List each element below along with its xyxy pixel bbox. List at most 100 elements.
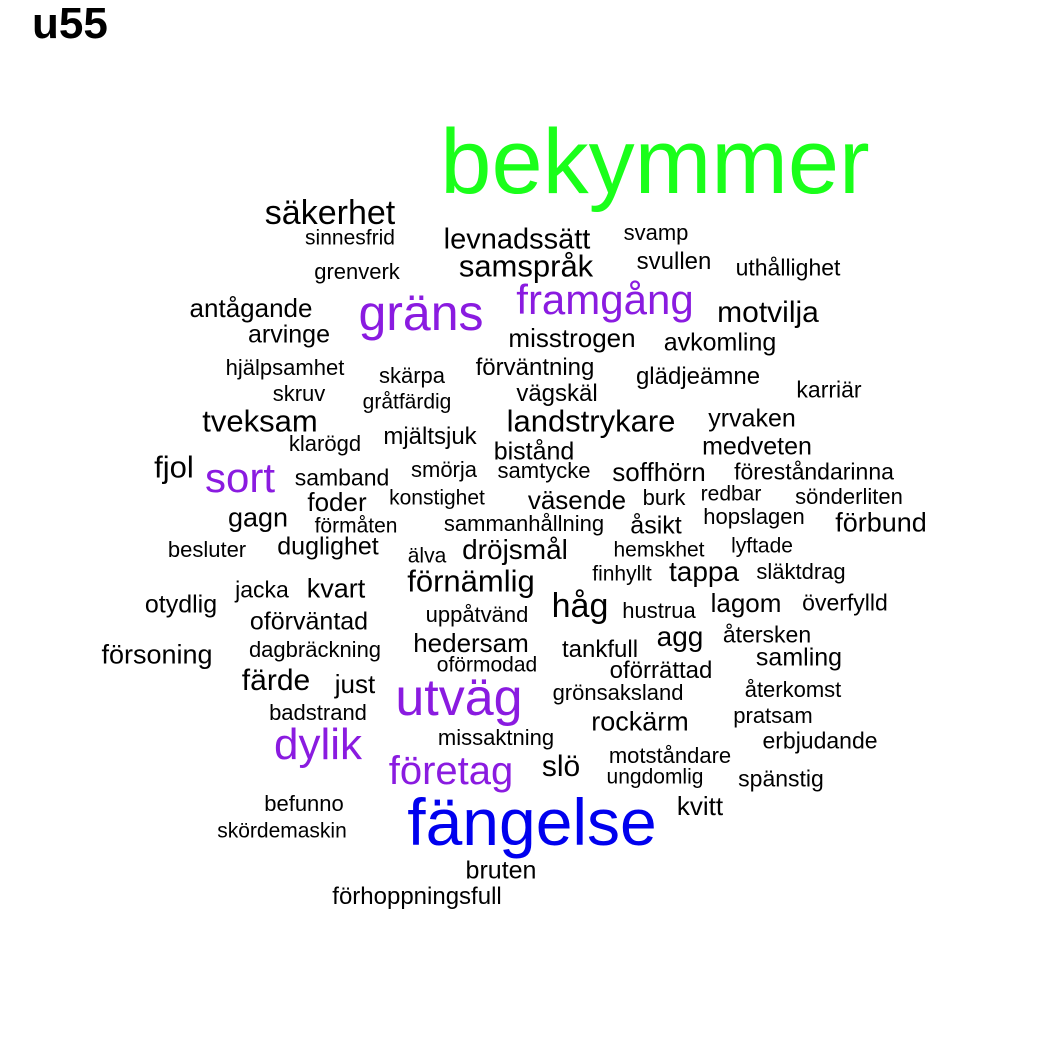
word-forbund: förbund: [835, 507, 927, 538]
word-skruv: skruv: [272, 381, 326, 406]
word-sonderliten: sönderliten: [795, 484, 903, 509]
word-tveksam: tveksam: [202, 403, 318, 439]
word-smorja: smörja: [410, 457, 478, 482]
word-svamp: svamp: [623, 220, 689, 245]
word-motstandare: motståndare: [608, 743, 732, 768]
word-konstighet: konstighet: [389, 486, 485, 510]
word-arvinge: arvinge: [248, 320, 330, 349]
word-just: just: [334, 669, 376, 699]
word-finhyllt: finhyllt: [592, 562, 652, 586]
word-vasende: väsende: [527, 485, 627, 515]
word-overfylld: överfylld: [802, 589, 888, 616]
word-badstrand: badstrand: [269, 700, 367, 725]
word-jacka: jacka: [235, 576, 289, 603]
word-klarogd: klarögd: [288, 431, 362, 456]
word-drojsmal: dröjsmål: [462, 534, 568, 565]
word-levnadssatt: levnadssätt: [443, 223, 591, 256]
word-bekymmer: bekymmer: [440, 111, 870, 213]
word-rockarm: rockärm: [591, 706, 689, 737]
word-atersken: återsken: [722, 621, 812, 648]
word-oformodad: oförmodad: [436, 653, 538, 677]
word-pratsam: pratsam: [733, 703, 813, 728]
word-hemskhet: hemskhet: [613, 538, 705, 562]
word-hag: håg: [551, 587, 609, 625]
word-sakerhet: säkerhet: [264, 194, 396, 232]
word-oforvantad: oförväntad: [249, 607, 369, 636]
word-yrvaken: yrvaken: [708, 404, 796, 433]
word-skordemaskin: skördemaskin: [217, 819, 347, 843]
word-formaten: förmåten: [314, 514, 398, 538]
word-fangelse: fängelse: [407, 785, 657, 859]
word-farde: färde: [241, 664, 311, 697]
word-grans: gräns: [358, 285, 484, 341]
word-medveten: medveten: [702, 432, 812, 461]
word-hopslagen: hopslagen: [703, 504, 805, 529]
word-bruten: bruten: [465, 856, 537, 885]
word-gladjeamne: glädjeämne: [635, 363, 761, 390]
word-hustrua: hustrua: [622, 598, 696, 623]
word-hedersam: hedersam: [413, 628, 529, 658]
word-spanstig: spänstig: [738, 765, 824, 792]
word-sammanhallning: sammanhållning: [443, 511, 605, 536]
word-karriar: karriär: [796, 376, 862, 403]
word-hjalpsamhet: hjälpsamhet: [225, 355, 345, 380]
word-framgang: framgång: [516, 276, 694, 323]
word-samsprak: samspråk: [458, 248, 594, 284]
word-uthallighet: uthållighet: [735, 254, 841, 281]
word-fjol: fjol: [154, 449, 194, 485]
word-samtycke: samtycke: [497, 458, 591, 483]
word-landstrykare: landstrykare: [506, 403, 676, 439]
word-aterkomst: återkomst: [744, 677, 842, 702]
word-utvag: utväg: [395, 669, 523, 727]
word-sinnesfrid: sinnesfrid: [305, 226, 395, 250]
word-foder: foder: [307, 487, 367, 517]
word-mjaltsjuk: mjältsjuk: [383, 423, 477, 450]
word-fornamlig: förnämlig: [407, 563, 535, 599]
word-ungdomlig: ungdomlig: [606, 765, 704, 789]
word-skarpa: skärpa: [378, 363, 446, 388]
word-motvilja: motvilja: [717, 296, 819, 329]
word-svullen: svullen: [636, 248, 712, 275]
word-duglighet: duglighet: [277, 532, 379, 561]
word-asikt: åsikt: [630, 511, 682, 540]
word-forestandarinna: föreståndarinna: [734, 458, 894, 485]
word-bistand: bistånd: [493, 437, 575, 466]
word-gagn: gagn: [227, 502, 289, 533]
word-kvart: kvart: [306, 573, 366, 604]
word-alva: älva: [407, 544, 447, 568]
word-samband: samband: [294, 464, 390, 491]
word-tappa: tappa: [668, 556, 740, 587]
word-tankfull: tankfull: [561, 636, 639, 663]
word-slaktdrag: släktdrag: [756, 559, 846, 584]
word-lagom: lagom: [710, 588, 782, 618]
word-forsoning: försoning: [101, 639, 213, 670]
word-avkomling: avkomling: [663, 328, 777, 357]
word-lyftade: lyftade: [731, 534, 793, 558]
word-dylik: dylik: [273, 720, 363, 769]
word-forhoppningsfull: förhoppningsfull: [332, 883, 502, 910]
word-samling: samling: [755, 643, 843, 672]
panel-title: u55: [32, 0, 108, 48]
word-antagande: antågande: [189, 293, 313, 323]
word-kvitt: kvitt: [676, 791, 724, 821]
word-vagskal: vägskäl: [516, 380, 598, 407]
word-befunno: befunno: [264, 791, 344, 816]
word-misstrogen: misstrogen: [508, 323, 636, 353]
word-erbjudande: erbjudande: [762, 727, 878, 754]
word-dagbrackning: dagbräckning: [248, 637, 382, 662]
word-foretag: företag: [388, 749, 514, 793]
word-slo: slö: [541, 750, 581, 783]
word-burk: burk: [642, 485, 686, 510]
word-missaktning: missaktning: [437, 725, 555, 750]
word-oforrattad: oförrättad: [609, 657, 713, 684]
word-redbar: redbar: [700, 482, 762, 506]
word-agg: agg: [656, 621, 704, 652]
word-otydlig: otydlig: [144, 590, 218, 619]
word-forvantning: förväntning: [475, 354, 595, 381]
word-soffhorn: soffhörn: [612, 457, 706, 487]
word-sort: sort: [204, 454, 276, 501]
word-gronsaksland: grönsaksland: [552, 680, 684, 705]
word-besluter: besluter: [167, 537, 247, 562]
word-uppatvand: uppåtvänd: [425, 602, 529, 627]
